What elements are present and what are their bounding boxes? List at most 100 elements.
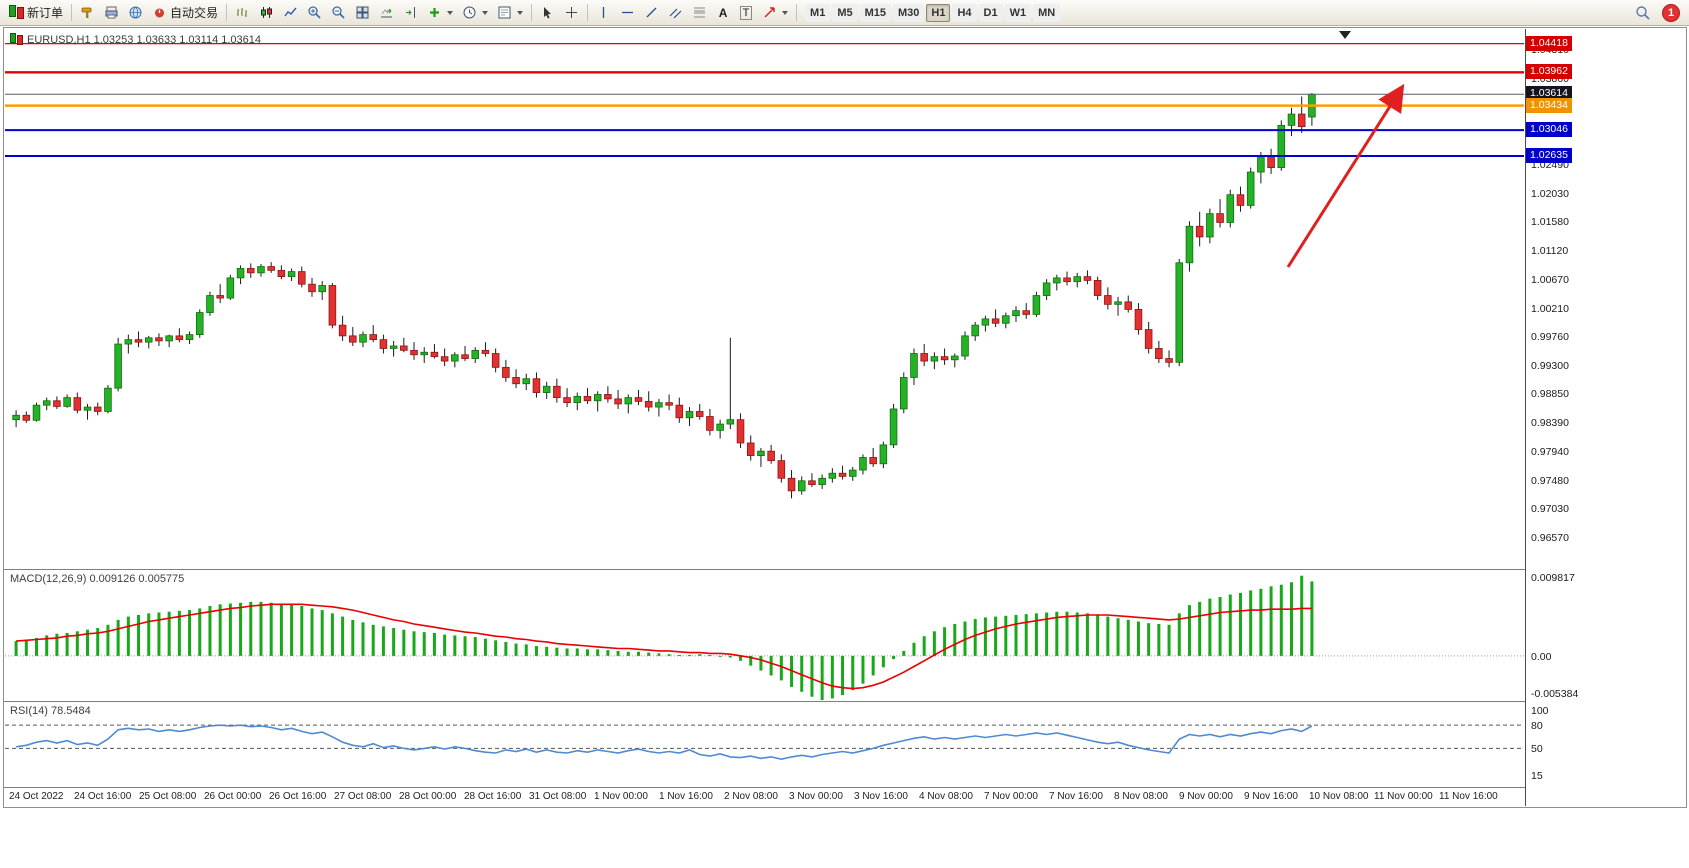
- time-axis-label: 1 Nov 00:00: [594, 791, 648, 802]
- macd-indicator-panel[interactable]: [5, 570, 1524, 700]
- rsi-indicator-panel[interactable]: [5, 702, 1524, 787]
- autotrading-button[interactable]: 自动交易: [148, 2, 222, 23]
- arrows-button[interactable]: [758, 2, 792, 23]
- line-chart-icon: [284, 7, 297, 17]
- zoom-in-button[interactable]: [303, 2, 326, 23]
- crosshair-button[interactable]: [560, 2, 583, 23]
- macd-histogram-bar: [647, 652, 651, 656]
- macd-histogram-bar: [861, 655, 865, 684]
- templates-button[interactable]: [493, 2, 527, 23]
- timeframe-group: M1 M5 M15 M30 H1 H4 D1 W1 MN: [805, 3, 1061, 22]
- text-label-button[interactable]: T: [735, 2, 757, 23]
- candle-body: [1114, 301, 1122, 305]
- timeframe-M30[interactable]: M30: [893, 3, 925, 22]
- candle-body: [1093, 280, 1102, 296]
- new-order-button[interactable]: 新订单: [5, 2, 67, 23]
- candle-body: [185, 334, 194, 341]
- candles-chart-button[interactable]: [255, 2, 278, 23]
- line-chart-button[interactable]: [279, 2, 302, 23]
- macd-histogram-bar: [351, 619, 355, 656]
- text-button[interactable]: A: [712, 2, 734, 23]
- macd-histogram-bar: [636, 651, 640, 656]
- cursor-button[interactable]: [536, 2, 559, 23]
- notification-badge[interactable]: 1: [1662, 3, 1680, 22]
- panel-separator[interactable]: [4, 701, 1686, 702]
- trendline-icon: [646, 7, 657, 18]
- candle-body: [746, 442, 755, 456]
- macd-histogram-bar: [565, 648, 569, 656]
- timeframe-M15[interactable]: M15: [859, 3, 891, 22]
- timeframe-H1[interactable]: H1: [926, 3, 951, 22]
- clock-icon: [463, 6, 476, 19]
- macd-histogram-bar: [820, 655, 824, 700]
- periods-button[interactable]: [458, 2, 492, 23]
- candle-body: [900, 377, 908, 410]
- zoom-out-button[interactable]: [327, 2, 350, 23]
- time-axis-label: 9 Nov 16:00: [1244, 791, 1298, 802]
- chart-shift-button[interactable]: [399, 2, 422, 23]
- time-axis-label: 2 Nov 08:00: [724, 791, 778, 802]
- panel-separator[interactable]: [4, 569, 1686, 570]
- candle-body: [287, 271, 296, 278]
- channel-button[interactable]: [664, 2, 687, 23]
- horizontal-line-button[interactable]: [616, 2, 639, 23]
- macd-histogram-bar: [994, 616, 998, 656]
- candle-body: [818, 477, 826, 485]
- candle-body: [104, 387, 112, 412]
- macd-histogram-bar: [208, 605, 212, 656]
- candle-body: [991, 318, 1000, 324]
- zoom-in-icon: [308, 6, 321, 19]
- metaeditor-button[interactable]: [76, 2, 99, 23]
- chart-shift-marker[interactable]: [1339, 31, 1351, 39]
- candle-body: [226, 277, 235, 299]
- macd-histogram-bar: [96, 628, 100, 656]
- timeframe-W1[interactable]: W1: [1004, 3, 1032, 22]
- trend-arrow-annotation[interactable]: [1286, 83, 1405, 268]
- search-button[interactable]: [1631, 2, 1655, 23]
- auto-scroll-button[interactable]: [375, 2, 398, 23]
- timeframe-D1[interactable]: D1: [978, 3, 1003, 22]
- bars-chart-button[interactable]: [231, 2, 254, 23]
- candle-body: [573, 395, 582, 404]
- timeframe-MN[interactable]: MN: [1033, 3, 1061, 22]
- macd-histogram-bar: [1249, 590, 1253, 656]
- price-tick-label: 0.99300: [1531, 360, 1569, 373]
- macd-histogram-bar: [739, 655, 743, 661]
- timeframe-H4[interactable]: H4: [952, 3, 977, 22]
- channel-icon: [669, 8, 682, 19]
- candle-body: [1053, 277, 1061, 284]
- print-button[interactable]: [100, 2, 123, 23]
- tile-windows-button[interactable]: [351, 2, 374, 23]
- timeframe-M5[interactable]: M5: [832, 3, 858, 22]
- indicators-button[interactable]: [423, 2, 457, 23]
- candle-body: [420, 351, 428, 356]
- macd-histogram-bar: [779, 655, 783, 681]
- candle-body: [410, 349, 418, 356]
- candlestick-pair-icon: [9, 5, 24, 20]
- trendline-button[interactable]: [640, 2, 663, 23]
- fibonacci-button[interactable]: [688, 2, 711, 23]
- vertical-line-button[interactable]: [592, 2, 615, 23]
- price-scale[interactable]: 1.043101.038601.029901.024901.020301.015…: [1525, 29, 1686, 806]
- macd-histogram-bar: [902, 650, 906, 656]
- main-chart[interactable]: [5, 29, 1524, 569]
- price-tick-label: 0.98850: [1531, 388, 1569, 401]
- power-dot-icon: [155, 8, 165, 18]
- macd-histogram-bar: [1289, 582, 1293, 656]
- macd-histogram-bar: [320, 610, 324, 656]
- timeframe-M1[interactable]: M1: [805, 3, 831, 22]
- toolbar-separator: [226, 4, 228, 21]
- candle-body: [961, 335, 969, 357]
- candle-body: [736, 419, 745, 444]
- candle-body: [889, 408, 898, 446]
- time-axis-label: 1 Nov 16:00: [659, 791, 713, 802]
- candle-body: [716, 423, 724, 431]
- time-axis-label: 3 Nov 16:00: [854, 791, 908, 802]
- candle-body: [706, 416, 714, 431]
- macd-histogram-bar: [106, 624, 110, 656]
- time-axis[interactable]: 24 Oct 2022 24 Oct 16:00 25 Oct 08:00 26 Oc…: [5, 788, 1524, 807]
- globe-button[interactable]: [124, 2, 147, 23]
- globe-icon: [129, 6, 142, 19]
- candle-body: [614, 398, 622, 405]
- macd-histogram-bar: [1147, 623, 1151, 656]
